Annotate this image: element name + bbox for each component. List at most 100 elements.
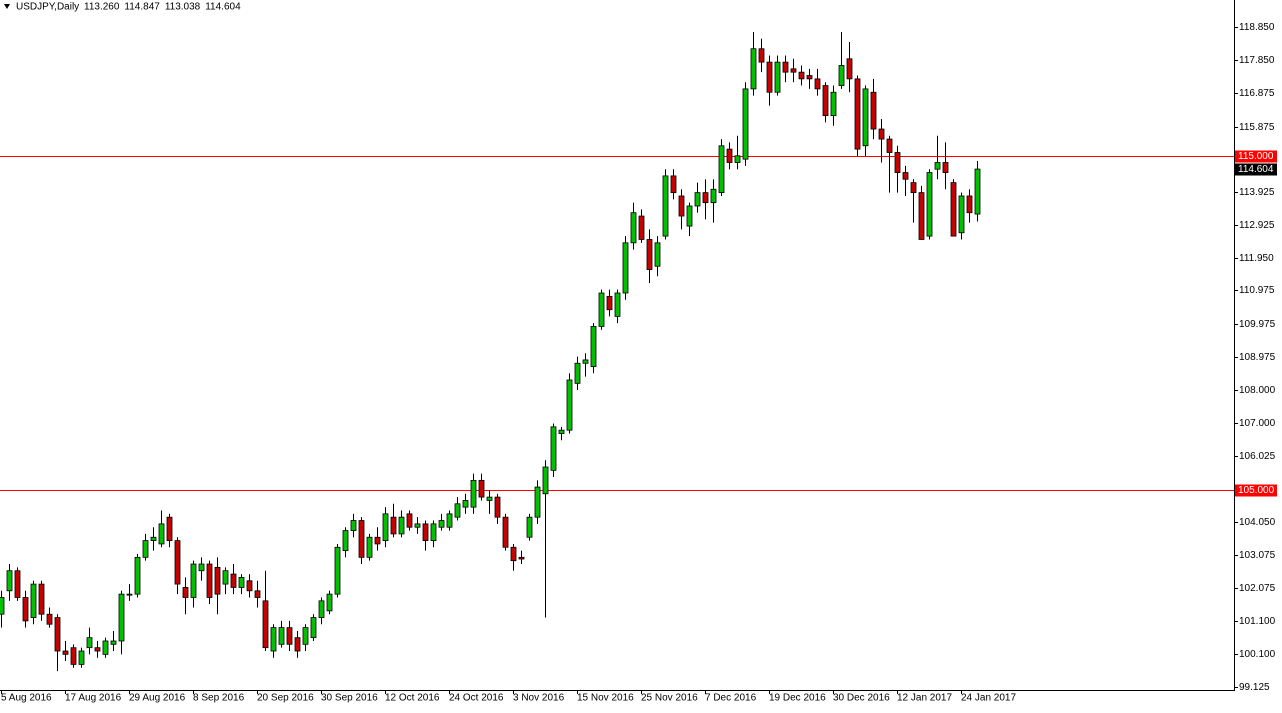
y-tick-label: 103.075 [1239,550,1276,561]
x-tick-label: 17 Aug 2016 [65,693,122,704]
candle-body [230,573,237,588]
y-tick-label: 111.950 [1239,253,1274,264]
y-tick-label: 113.925 [1239,187,1275,198]
candle-body [86,637,93,649]
candle-body [590,326,597,368]
header-value: 114.847 [124,2,160,13]
x-tick-label: 24 Jan 2017 [961,693,1016,704]
candle-body [118,593,125,642]
candle-body [70,647,77,665]
candle-body [814,78,821,90]
candle-body [94,647,101,652]
candle-body [390,516,397,535]
header-value: 114.604 [205,2,241,13]
y-tick-label: 117.850 [1239,55,1275,66]
candle-body [182,587,189,598]
y-tick-label: 109.975 [1239,319,1276,330]
candle-body [54,617,61,652]
candle-body [0,597,5,615]
candle-body [174,540,181,585]
candle-body [134,556,141,595]
x-tick-label: 30 Sep 2016 [321,693,378,704]
x-tick-label: 5 Aug 2016 [1,693,52,704]
y-tick-label: 101.100 [1239,616,1276,627]
y-tick-label: 108.000 [1239,385,1276,396]
y-tick-label: 106.025 [1239,451,1276,462]
x-tick-label: 25 Nov 2016 [641,693,698,704]
y-tick-label: 115.875 [1239,122,1275,133]
candle-body [838,65,845,86]
candle-body [758,48,765,63]
candle-body [198,563,205,572]
candle-body [110,640,117,645]
level-tag-label: 115.000 [1238,151,1274,162]
candle-body [678,195,685,217]
candle-body [310,617,317,639]
candle-body [670,175,677,194]
candle-body [334,546,341,595]
candle-body [894,152,901,173]
y-tick-label: 99.125 [1239,682,1270,693]
candle-body [486,496,493,501]
candle-body [846,58,853,80]
candle-body [918,192,925,240]
candle-body [550,426,557,471]
menu-triangle[interactable] [4,4,10,9]
y-tick-label: 118.850 [1239,22,1275,33]
candle-body [62,650,69,655]
candle-body [238,577,245,588]
candle-body [686,205,693,227]
candle-body [350,520,357,531]
candle-body [830,91,837,117]
x-tick-label: 8 Sep 2016 [193,693,245,704]
x-tick-label: 15 Nov 2016 [577,693,634,704]
candle-body [934,162,941,170]
candle-body [854,78,861,150]
last-price-label: 114.604 [1238,164,1274,175]
y-tick-label: 110.975 [1239,285,1275,296]
candle-body [342,530,349,552]
candle-body [942,162,949,173]
candle-body [30,583,37,618]
candle-body [214,566,221,595]
candle-body [430,523,437,542]
candle-body [798,71,805,80]
y-tick-label: 112.925 [1239,220,1275,231]
level-tag [1235,484,1277,497]
header-value: 113.260 [84,2,120,13]
candle-body [558,429,565,434]
candle-body [14,570,21,598]
candle-body [710,188,717,204]
candle-body [438,520,445,528]
x-tick-label: 30 Dec 2016 [833,693,890,704]
candle-body [974,168,981,215]
candle-body [742,88,749,160]
candle-body [22,597,29,622]
candle-body [158,523,165,545]
candle-body [534,486,541,518]
candle-body [142,540,149,558]
y-tick-label: 102.075 [1239,583,1276,594]
candle-body [734,155,741,163]
candle-body [462,500,469,508]
candle-body [286,627,293,645]
candle-body [454,503,461,518]
x-tick-label: 12 Oct 2016 [385,693,440,704]
candle-body [478,479,485,498]
candle-body [318,600,325,618]
candle-body [446,513,453,528]
candle-body [414,523,421,528]
candle-body [694,192,701,207]
x-tick-label: 12 Jan 2017 [897,693,952,704]
candle-body [726,148,733,163]
last-price-tag [1235,163,1277,176]
candle-body [494,496,501,518]
candle-body [278,627,285,645]
candle-body [782,61,789,73]
candle-body [470,479,477,508]
candle-body [662,175,669,237]
candle-body [422,523,429,542]
candle-body [78,650,85,665]
x-tick-label: 3 Nov 2016 [513,693,565,704]
